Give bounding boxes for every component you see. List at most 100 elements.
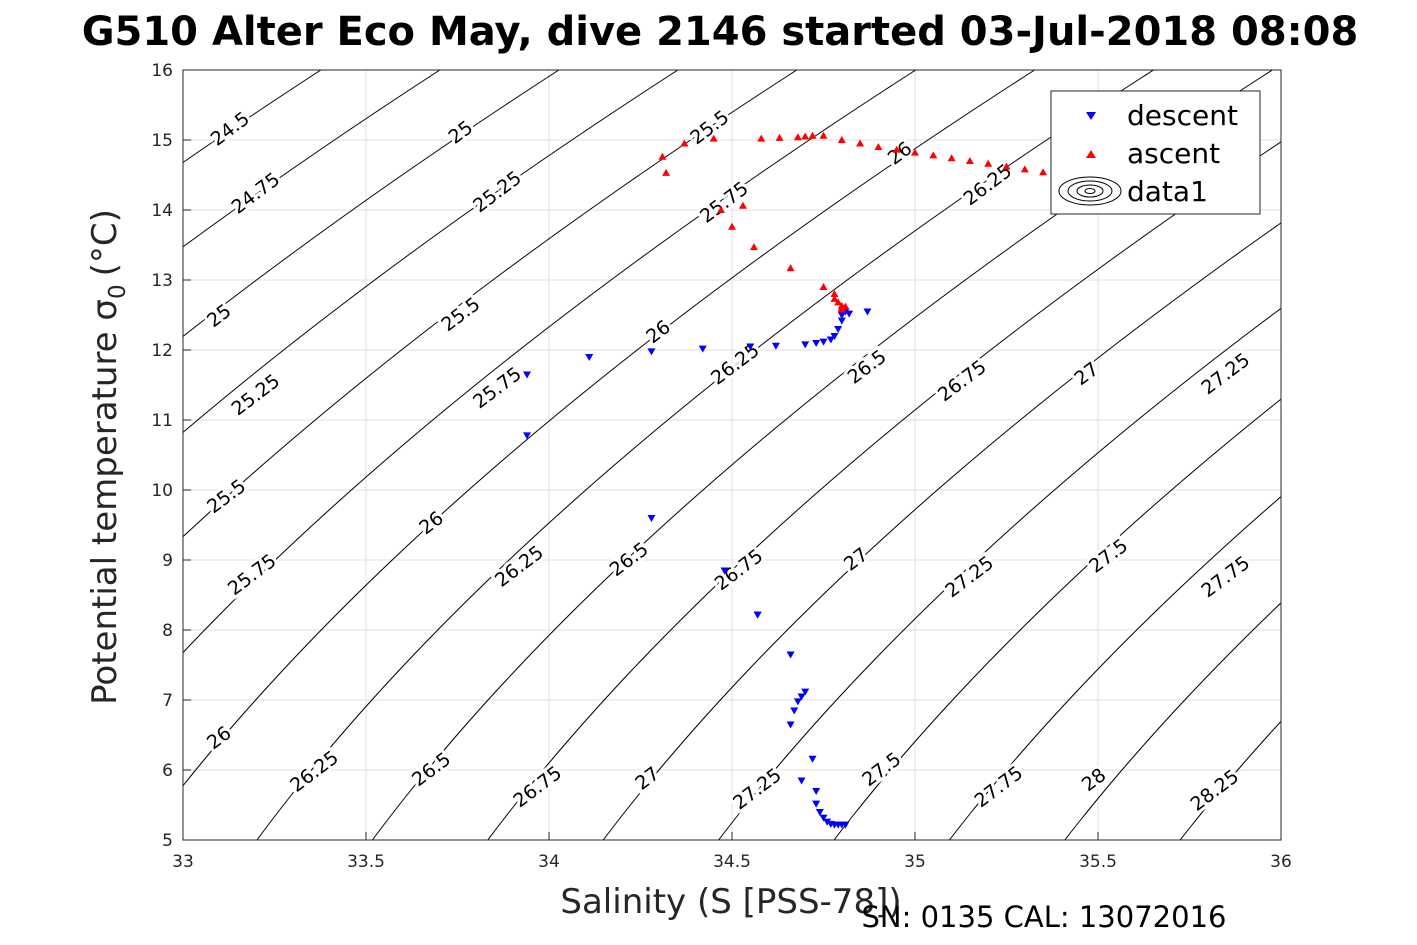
descent-point — [819, 338, 828, 346]
x-tick-label: 35 — [904, 852, 926, 872]
contour-line-25-5 — [183, 70, 798, 538]
descent-point — [808, 755, 817, 763]
descent-point — [834, 326, 843, 333]
descent-point — [698, 345, 707, 353]
contour-line-24-5 — [183, 70, 322, 164]
descent-point — [830, 333, 839, 340]
ascent-point — [709, 134, 718, 142]
y-tick-label: 12 — [151, 341, 173, 361]
ascent-point — [801, 132, 810, 140]
contour-line-28 — [1064, 602, 1281, 840]
ascent-point — [757, 134, 766, 142]
ascent-point — [680, 139, 689, 147]
ascent-point — [892, 145, 901, 153]
ascent-point — [965, 157, 974, 164]
contour-line-27-25 — [717, 307, 1281, 840]
ascent-point — [874, 143, 883, 150]
y-tick-label: 9 — [162, 551, 173, 571]
y-tick-label: 15 — [151, 131, 173, 151]
descent-point — [841, 821, 850, 829]
y-axis-label-unit: (°C) — [85, 209, 125, 276]
descent-point — [647, 515, 656, 522]
y-tick-label: 7 — [162, 691, 173, 711]
chart-title: G510 Alter Eco May, dive 2146 started 03… — [82, 9, 1359, 55]
ascent-point — [856, 139, 865, 147]
ascent-point — [1020, 165, 1029, 173]
descent-point — [585, 354, 594, 361]
x-tick-label: 35.5 — [1079, 852, 1117, 872]
ascent-point — [984, 159, 993, 167]
descent-point — [845, 310, 854, 318]
y-tick-label: 10 — [151, 481, 173, 501]
ascent-point — [834, 298, 843, 306]
contour-line-25-75 — [183, 70, 917, 654]
legend-contour-icon — [1058, 176, 1122, 206]
ascent-point — [929, 151, 938, 159]
descent-point — [815, 809, 824, 816]
ascent-point — [830, 294, 839, 302]
y-tick-label: 6 — [162, 761, 173, 781]
legend-descent-label: descent — [1127, 99, 1238, 132]
legend-box — [1050, 90, 1261, 215]
descent-point — [812, 788, 821, 795]
x-tick-label: 36 — [1270, 852, 1292, 872]
y-tick-label: 13 — [151, 271, 173, 291]
descent-point — [837, 312, 846, 319]
data-points — [523, 131, 1139, 829]
descent-point — [812, 340, 821, 347]
y-tick-label: 16 — [151, 61, 173, 81]
descent-point — [746, 343, 755, 351]
ascent-point — [819, 283, 828, 290]
contour-line-27-75 — [948, 495, 1281, 840]
y-tick-label: 14 — [151, 201, 173, 221]
ascent-point — [911, 148, 919, 156]
descent-point — [786, 651, 795, 659]
descent-point — [837, 317, 846, 325]
ascent-point — [786, 264, 795, 272]
ascent-point — [738, 201, 747, 209]
ascent-point — [837, 136, 846, 143]
ascent-point — [658, 152, 667, 160]
serial-calibration-footer: SN: 0135 CAL: 13072016 — [862, 900, 1227, 934]
ascent-point — [793, 133, 802, 141]
ascent-point — [819, 131, 828, 139]
contour-line-26-75 — [487, 141, 1281, 840]
legend-descent-marker — [1086, 112, 1096, 120]
y-axis-ticks: 5 6 7 8 9 10 11 12 13 14 15 16 — [151, 61, 191, 851]
x-axis-ticks: 33 33.5 34 34.5 35 35.5 36 — [172, 832, 1292, 872]
descent-point — [793, 698, 802, 706]
x-tick-label: 33 — [172, 852, 194, 872]
contour-line-27-5 — [833, 398, 1281, 840]
descent-point — [797, 693, 806, 701]
ascent-point — [1002, 162, 1011, 170]
ascent-point — [1039, 168, 1048, 176]
x-tick-label: 34.5 — [713, 852, 751, 872]
ascent-point — [717, 206, 726, 213]
descent-point — [647, 348, 656, 356]
ascent-point — [841, 302, 850, 310]
y-axis-label: Potential temperature σ0 (°C) — [85, 209, 131, 705]
contour-line-28-25 — [1179, 720, 1281, 840]
descent-point — [801, 688, 810, 696]
contour-line-26-25 — [256, 70, 1155, 840]
descent-point — [720, 567, 729, 575]
y-axis-label-subscript: 0 — [105, 284, 131, 299]
descent-point — [812, 800, 821, 808]
descent-point — [753, 611, 762, 619]
descent-point — [823, 818, 832, 826]
contour-line-24-75 — [183, 70, 441, 248]
descent-point — [863, 308, 872, 316]
ascent-point — [662, 168, 671, 176]
contour-line-25-25 — [183, 70, 679, 434]
ascent-point — [749, 243, 758, 251]
ascent-point — [830, 290, 839, 297]
ascent-point — [728, 222, 736, 230]
contour-line-25 — [183, 70, 560, 338]
ascent-point — [808, 131, 817, 139]
ascent-point — [947, 154, 956, 162]
descent-point — [801, 341, 810, 349]
y-axis-label-main: Potential temperature σ — [85, 299, 125, 705]
legend-data1-label: data1 — [1127, 175, 1208, 208]
x-tick-label: 34 — [538, 852, 560, 872]
